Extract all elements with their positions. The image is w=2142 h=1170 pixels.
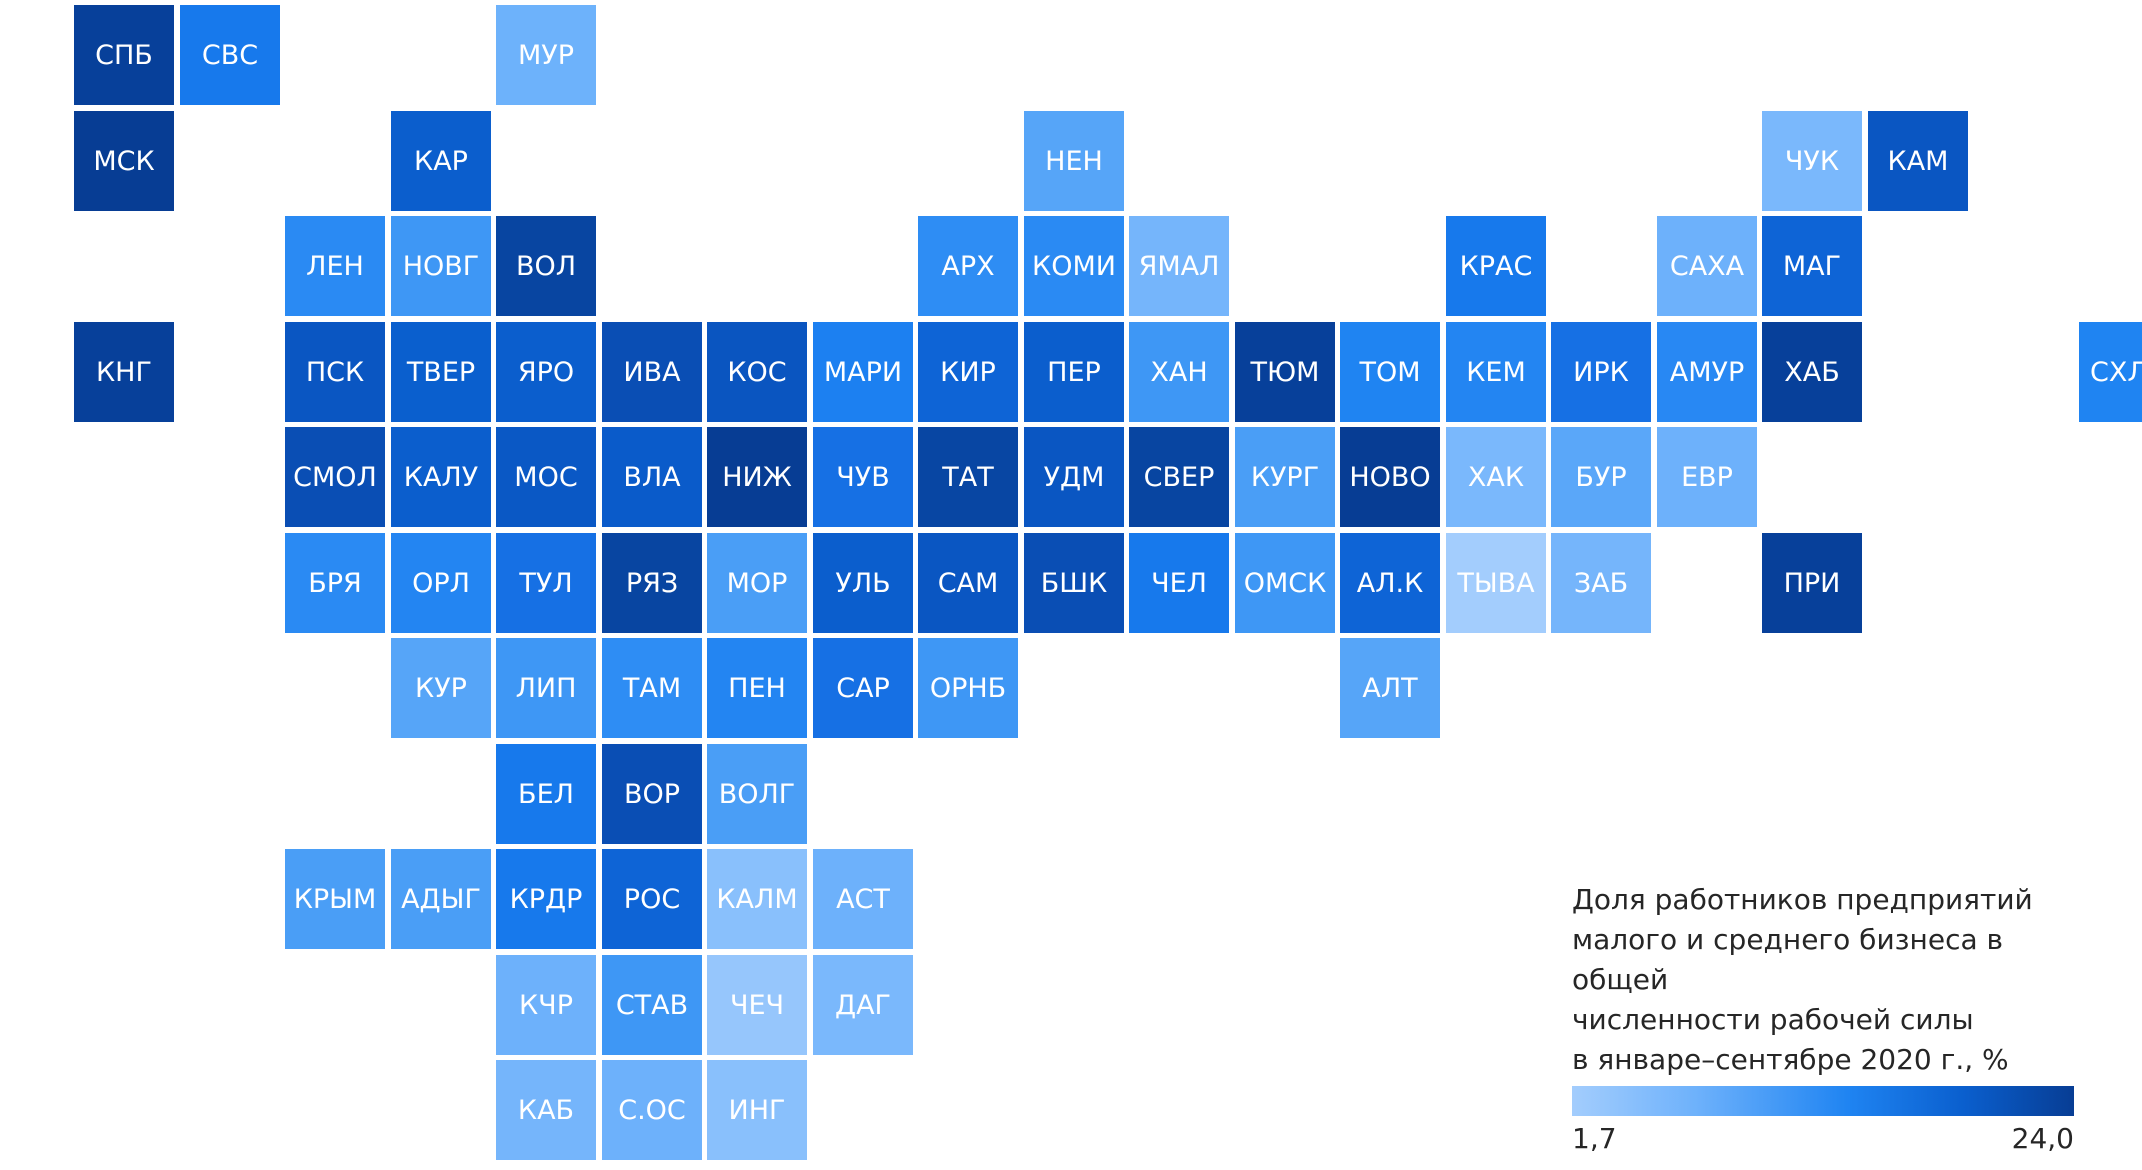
region-tile: ЧУК <box>1762 111 1862 211</box>
region-tile: ВЛА <box>602 427 702 527</box>
region-tile: МАРИ <box>813 322 913 422</box>
region-tile: РОС <box>602 849 702 949</box>
region-tile: АСТ <box>813 849 913 949</box>
region-tile: ПЕН <box>707 638 807 738</box>
region-tile: ТУЛ <box>496 533 596 633</box>
region-tile: КНГ <box>74 322 174 422</box>
region-tile: ТЮМ <box>1235 322 1335 422</box>
region-tile: КРДР <box>496 849 596 949</box>
legend-max-label: 24,0 <box>2011 1122 2074 1155</box>
region-tile: КАМ <box>1868 111 1968 211</box>
region-tile: СТАВ <box>602 955 702 1055</box>
region-tile: МУР <box>496 5 596 105</box>
region-tile: СПБ <box>74 5 174 105</box>
region-tile: АЛ.К <box>1340 533 1440 633</box>
region-tile: ОРЛ <box>391 533 491 633</box>
legend: Доля работников предприятий малого и сре… <box>1572 880 2074 1162</box>
region-tile: АМУР <box>1657 322 1757 422</box>
legend-scale-labels: 1,7 24,0 <box>1572 1122 2074 1162</box>
region-tile: СХЛН <box>2079 322 2142 422</box>
region-tile: КОС <box>707 322 807 422</box>
region-tile: ХАБ <box>1762 322 1862 422</box>
region-tile: ВОЛ <box>496 216 596 316</box>
region-tile: ТАМ <box>602 638 702 738</box>
region-tile: ЯМАЛ <box>1129 216 1229 316</box>
region-tile: ПЕР <box>1024 322 1124 422</box>
region-tile: ОРНБ <box>918 638 1018 738</box>
legend-title: Доля работников предприятий малого и сре… <box>1572 883 2033 1076</box>
region-tile: СМОЛ <box>285 427 385 527</box>
region-tile: КОМИ <box>1024 216 1124 316</box>
region-tile: АЛТ <box>1340 638 1440 738</box>
region-tile: ВОЛГ <box>707 744 807 844</box>
region-tile: ХАК <box>1446 427 1546 527</box>
region-tile: УЛЬ <box>813 533 913 633</box>
region-tile: СВС <box>180 5 280 105</box>
region-tile: ЧУВ <box>813 427 913 527</box>
region-tile: ОМСК <box>1235 533 1335 633</box>
region-tile: БШК <box>1024 533 1124 633</box>
region-tile: БЕЛ <box>496 744 596 844</box>
region-tile: НОВГ <box>391 216 491 316</box>
region-tile: САМ <box>918 533 1018 633</box>
region-tile: ХАН <box>1129 322 1229 422</box>
region-tile: ЯРО <box>496 322 596 422</box>
region-tile: КЧР <box>496 955 596 1055</box>
legend-min-label: 1,7 <box>1572 1122 1617 1155</box>
region-tile: КЕМ <box>1446 322 1546 422</box>
region-tile: ЛИП <box>496 638 596 738</box>
region-tile: АДЫГ <box>391 849 491 949</box>
region-tile: ВОР <box>602 744 702 844</box>
region-tile: КРЫМ <box>285 849 385 949</box>
region-tile: БУР <box>1551 427 1651 527</box>
region-tile: ЕВР <box>1657 427 1757 527</box>
region-tile: КУРГ <box>1235 427 1335 527</box>
region-tile: КАБ <box>496 1060 596 1160</box>
region-tile: ПСК <box>285 322 385 422</box>
region-tile: НИЖ <box>707 427 807 527</box>
region-tile: КАЛМ <box>707 849 807 949</box>
region-tile: АРХ <box>918 216 1018 316</box>
region-tile: САР <box>813 638 913 738</box>
region-tile: РЯЗ <box>602 533 702 633</box>
region-tile: ИНГ <box>707 1060 807 1160</box>
region-tile: КУР <box>391 638 491 738</box>
region-tile: КАР <box>391 111 491 211</box>
region-tile: ЗАБ <box>1551 533 1651 633</box>
region-tile: ЧЕЛ <box>1129 533 1229 633</box>
region-tile: ЧЕЧ <box>707 955 807 1055</box>
region-tile: КИР <box>918 322 1018 422</box>
region-tile: КАЛУ <box>391 427 491 527</box>
region-tile: БРЯ <box>285 533 385 633</box>
region-tile: ТЫВА <box>1446 533 1546 633</box>
region-tile: МАГ <box>1762 216 1862 316</box>
region-tile: ТОМ <box>1340 322 1440 422</box>
region-tile: ИРК <box>1551 322 1651 422</box>
region-tile: ИВА <box>602 322 702 422</box>
region-tile: УДМ <box>1024 427 1124 527</box>
region-tile: ТВЕР <box>391 322 491 422</box>
region-tile: МОР <box>707 533 807 633</box>
region-tile: ТАТ <box>918 427 1018 527</box>
region-tile: ПРИ <box>1762 533 1862 633</box>
region-tile: КРАС <box>1446 216 1546 316</box>
region-tile: МОС <box>496 427 596 527</box>
region-tile: ЛЕН <box>285 216 385 316</box>
region-tile: С.ОС <box>602 1060 702 1160</box>
region-tile: САХА <box>1657 216 1757 316</box>
region-tile: НОВО <box>1340 427 1440 527</box>
region-tile: СВЕР <box>1129 427 1229 527</box>
region-tile: ДАГ <box>813 955 913 1055</box>
legend-color-scale <box>1572 1086 2074 1116</box>
region-tile: МСК <box>74 111 174 211</box>
region-tile: НЕН <box>1024 111 1124 211</box>
